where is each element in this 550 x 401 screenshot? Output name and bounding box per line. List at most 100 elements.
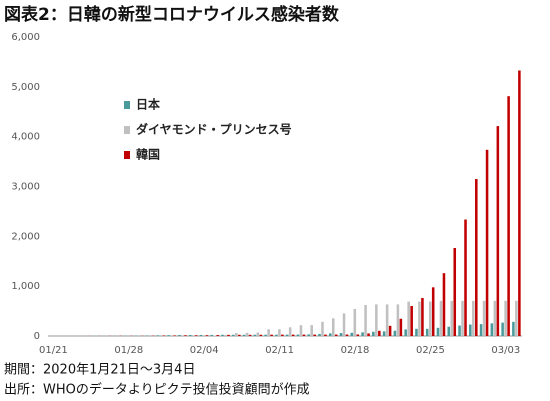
bar (415, 328, 418, 336)
x-tick-label: 02/25 (416, 345, 445, 356)
bar (324, 334, 327, 336)
bar (469, 324, 472, 336)
x-tick-label: 03/03 (491, 345, 520, 356)
bar (458, 325, 461, 336)
bar (167, 335, 170, 336)
bar (475, 179, 478, 336)
bar (396, 304, 400, 336)
bar (442, 273, 446, 336)
bar (194, 335, 198, 336)
bar (372, 331, 375, 336)
bar (256, 332, 260, 336)
bar (421, 297, 424, 336)
bar (307, 334, 310, 336)
y-tick-label: 2,000 (11, 231, 40, 242)
bar (388, 325, 392, 336)
bar (235, 332, 238, 336)
bar (264, 334, 267, 336)
bar (425, 328, 429, 336)
x-tick-label: 01/28 (114, 345, 143, 356)
bar (507, 96, 510, 337)
bar (145, 335, 149, 336)
bar (399, 318, 403, 336)
bar (518, 70, 521, 336)
bar (382, 331, 386, 336)
bar (496, 126, 500, 337)
bar (216, 335, 220, 336)
bar (375, 304, 378, 336)
bar (270, 334, 273, 336)
bar (436, 327, 440, 336)
legend-label: ダイヤモンド・プリンセス号 (136, 122, 292, 137)
bar (485, 149, 489, 336)
bar (285, 334, 289, 336)
bar (156, 335, 160, 336)
bar (490, 323, 494, 336)
note: 期間：2020年1月21日～3月4日 (4, 363, 195, 378)
bar (259, 334, 263, 336)
bar (232, 334, 235, 336)
y-tick-label: 4,000 (11, 132, 40, 143)
bar (501, 322, 504, 336)
bar (393, 330, 397, 336)
bar (364, 305, 367, 336)
bar (410, 306, 413, 336)
bar (178, 335, 181, 336)
bar (310, 325, 313, 336)
bar (288, 327, 292, 336)
y-tick-label: 1,000 (11, 281, 40, 292)
bar (453, 247, 457, 336)
bar (221, 334, 224, 336)
bar (205, 335, 209, 336)
bar (472, 300, 475, 336)
bar (378, 330, 381, 336)
y-tick-label: 6,000 (11, 32, 40, 43)
bar (464, 219, 467, 336)
bar (331, 318, 335, 336)
bar (404, 329, 407, 336)
bar (227, 334, 230, 336)
bar (302, 334, 306, 336)
bar (267, 329, 270, 336)
bar (479, 324, 483, 336)
legend-label: 日本 (136, 97, 160, 112)
bar (512, 321, 515, 336)
bar (253, 334, 257, 336)
bar (431, 287, 435, 336)
bar (245, 332, 249, 336)
bar (275, 334, 278, 336)
bar (339, 333, 343, 336)
bar (385, 304, 389, 336)
bar (418, 301, 421, 336)
bar (281, 334, 284, 336)
bar (361, 332, 364, 336)
bar (278, 329, 281, 336)
bar (238, 334, 241, 336)
legend-swatch (124, 101, 130, 109)
y-tick-label: 3,000 (11, 182, 40, 193)
bar (210, 334, 214, 336)
bar (356, 334, 360, 336)
legend-label: 韓国 (136, 147, 160, 162)
bar (515, 300, 518, 336)
bar (318, 333, 321, 336)
legend-swatch (124, 126, 130, 134)
legend-swatch (124, 151, 130, 159)
bar (321, 321, 324, 336)
bar (345, 334, 349, 336)
note: 出所：WHOのデータよりピクテ投信投資顧問が作成 (4, 382, 310, 398)
bar (482, 300, 486, 336)
x-tick-label: 02/11 (265, 345, 294, 356)
bar (447, 326, 451, 336)
bar (173, 335, 176, 336)
bar (350, 332, 354, 336)
bar (353, 308, 357, 336)
bar (291, 334, 295, 336)
chart-title: 図表2：日韓の新型コロナウイルス感染者数 (4, 4, 340, 25)
bar (248, 334, 252, 336)
x-tick-label: 02/18 (341, 345, 370, 356)
bar (428, 301, 432, 336)
bar (493, 300, 497, 336)
bar (299, 325, 303, 336)
bar (199, 335, 203, 336)
